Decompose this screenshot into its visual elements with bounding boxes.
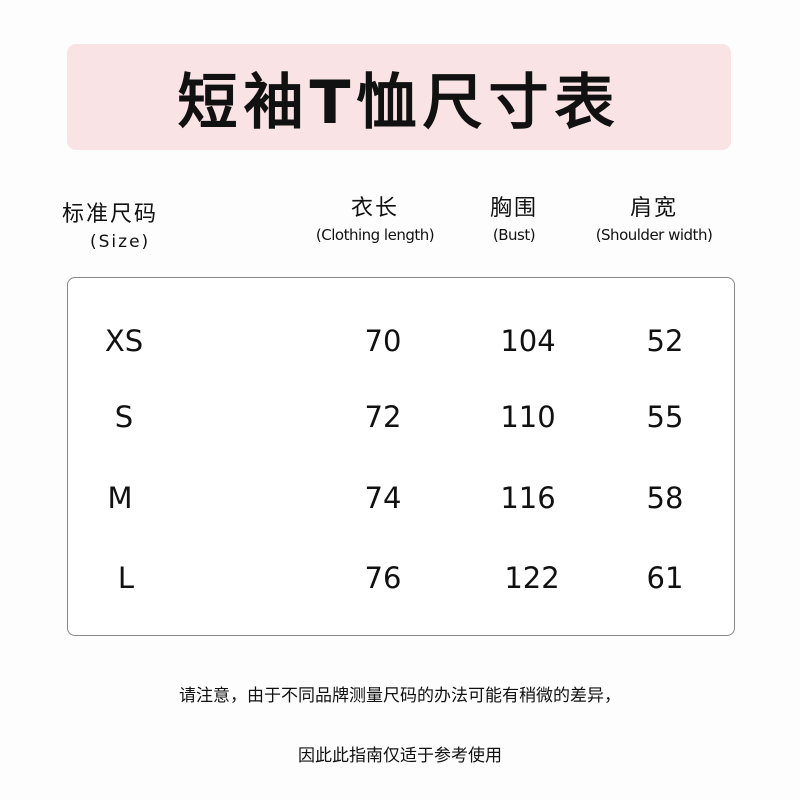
bust-cell: 110 xyxy=(500,400,556,434)
size-cell: L xyxy=(117,561,135,595)
size-table: XS 70 104 52 S 72 110 55 M 74 116 58 L 7… xyxy=(67,277,735,636)
bust-cell: 116 xyxy=(500,481,556,515)
header-length-cn: 衣长 xyxy=(350,196,399,221)
header-shoulder-cn: 肩宽 xyxy=(629,196,678,221)
bust-cell: 122 xyxy=(504,561,560,595)
title-banner: 短袖T恤尺寸表 xyxy=(67,44,731,150)
header-length-en: (Clothing length) xyxy=(315,226,435,244)
table-row: S 72 110 55 xyxy=(68,397,734,437)
header-size: 标准尺码 (Size) xyxy=(62,196,182,252)
size-cell: XS xyxy=(104,324,144,358)
header-bust: 胸围 (Bust) xyxy=(454,190,574,244)
header-size-cn: 标准尺码 xyxy=(62,202,159,227)
page-title: 短袖T恤尺寸表 xyxy=(177,67,621,138)
table-row: M 74 116 58 xyxy=(68,478,734,518)
header-bust-cn: 胸围 xyxy=(489,196,538,221)
header-size-en: (Size) xyxy=(90,232,151,252)
size-cell: M xyxy=(107,481,133,515)
length-cell: 72 xyxy=(364,400,402,434)
length-cell: 70 xyxy=(364,324,402,358)
size-cell: S xyxy=(114,400,134,434)
shoulder-cell: 61 xyxy=(646,561,684,595)
table-row: L 76 122 61 xyxy=(68,558,734,598)
shoulder-cell: 52 xyxy=(646,324,684,358)
bust-cell: 104 xyxy=(500,324,556,358)
table-row: XS 70 104 52 xyxy=(68,321,734,361)
header-shoulder-width: 肩宽 (Shoulder width) xyxy=(574,190,734,244)
shoulder-cell: 58 xyxy=(646,481,684,515)
shoulder-cell: 55 xyxy=(646,400,684,434)
header-clothing-length: 衣长 (Clothing length) xyxy=(295,190,455,244)
disclaimer-line-1: 请注意，由于不同品牌测量尺码的办法可能有稍微的差异， xyxy=(179,686,621,706)
header-bust-en: (Bust) xyxy=(492,226,536,244)
length-cell: 76 xyxy=(364,561,402,595)
header-shoulder-en: (Shoulder width) xyxy=(595,226,713,244)
length-cell: 74 xyxy=(364,481,402,515)
disclaimer-line-2: 因此此指南仅适于参考使用 xyxy=(298,746,502,766)
